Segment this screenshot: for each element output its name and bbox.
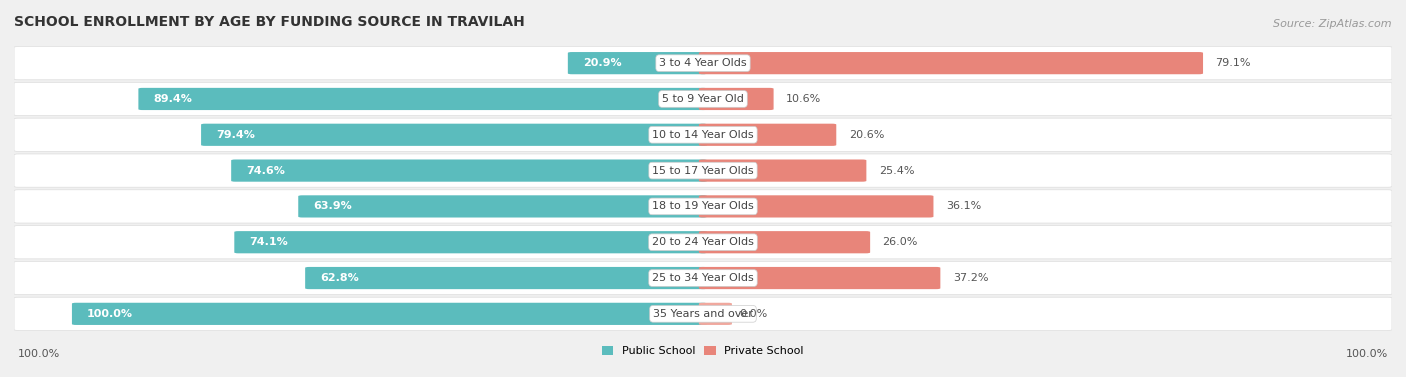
FancyBboxPatch shape (14, 154, 1392, 187)
FancyBboxPatch shape (699, 267, 941, 289)
Text: 3 to 4 Year Olds: 3 to 4 Year Olds (659, 58, 747, 68)
FancyBboxPatch shape (699, 303, 733, 325)
Text: 62.8%: 62.8% (321, 273, 359, 283)
Text: 79.4%: 79.4% (217, 130, 254, 140)
FancyBboxPatch shape (14, 297, 1392, 331)
FancyBboxPatch shape (235, 231, 707, 253)
Text: 20 to 24 Year Olds: 20 to 24 Year Olds (652, 237, 754, 247)
FancyBboxPatch shape (72, 303, 707, 325)
Text: 25 to 34 Year Olds: 25 to 34 Year Olds (652, 273, 754, 283)
FancyBboxPatch shape (14, 82, 1392, 116)
Text: 25.4%: 25.4% (879, 166, 914, 176)
FancyBboxPatch shape (699, 52, 1204, 74)
Text: 37.2%: 37.2% (953, 273, 988, 283)
Text: 36.1%: 36.1% (946, 201, 981, 211)
Text: 10.6%: 10.6% (786, 94, 821, 104)
Text: SCHOOL ENROLLMENT BY AGE BY FUNDING SOURCE IN TRAVILAH: SCHOOL ENROLLMENT BY AGE BY FUNDING SOUR… (14, 15, 524, 29)
Text: 100.0%: 100.0% (18, 349, 60, 359)
Text: 35 Years and over: 35 Years and over (652, 309, 754, 319)
Text: 15 to 17 Year Olds: 15 to 17 Year Olds (652, 166, 754, 176)
Text: 10 to 14 Year Olds: 10 to 14 Year Olds (652, 130, 754, 140)
Text: 5 to 9 Year Old: 5 to 9 Year Old (662, 94, 744, 104)
Text: Source: ZipAtlas.com: Source: ZipAtlas.com (1274, 20, 1392, 29)
FancyBboxPatch shape (699, 231, 870, 253)
Text: 74.6%: 74.6% (246, 166, 285, 176)
Text: 18 to 19 Year Olds: 18 to 19 Year Olds (652, 201, 754, 211)
FancyBboxPatch shape (231, 159, 707, 182)
FancyBboxPatch shape (699, 88, 773, 110)
FancyBboxPatch shape (699, 195, 934, 218)
Text: 26.0%: 26.0% (883, 237, 918, 247)
Text: 20.6%: 20.6% (849, 130, 884, 140)
FancyBboxPatch shape (298, 195, 707, 218)
Text: 63.9%: 63.9% (314, 201, 352, 211)
FancyBboxPatch shape (568, 52, 707, 74)
Text: 0.0%: 0.0% (738, 309, 768, 319)
Text: 74.1%: 74.1% (249, 237, 288, 247)
FancyBboxPatch shape (699, 124, 837, 146)
FancyBboxPatch shape (14, 190, 1392, 223)
Legend: Public School, Private School: Public School, Private School (598, 342, 808, 360)
FancyBboxPatch shape (14, 261, 1392, 295)
FancyBboxPatch shape (201, 124, 707, 146)
FancyBboxPatch shape (14, 118, 1392, 152)
Text: 100.0%: 100.0% (87, 309, 134, 319)
Text: 89.4%: 89.4% (153, 94, 193, 104)
FancyBboxPatch shape (14, 225, 1392, 259)
FancyBboxPatch shape (138, 88, 707, 110)
FancyBboxPatch shape (14, 46, 1392, 80)
FancyBboxPatch shape (305, 267, 707, 289)
Text: 100.0%: 100.0% (1346, 349, 1388, 359)
Text: 20.9%: 20.9% (583, 58, 621, 68)
FancyBboxPatch shape (699, 159, 866, 182)
Text: 79.1%: 79.1% (1215, 58, 1251, 68)
